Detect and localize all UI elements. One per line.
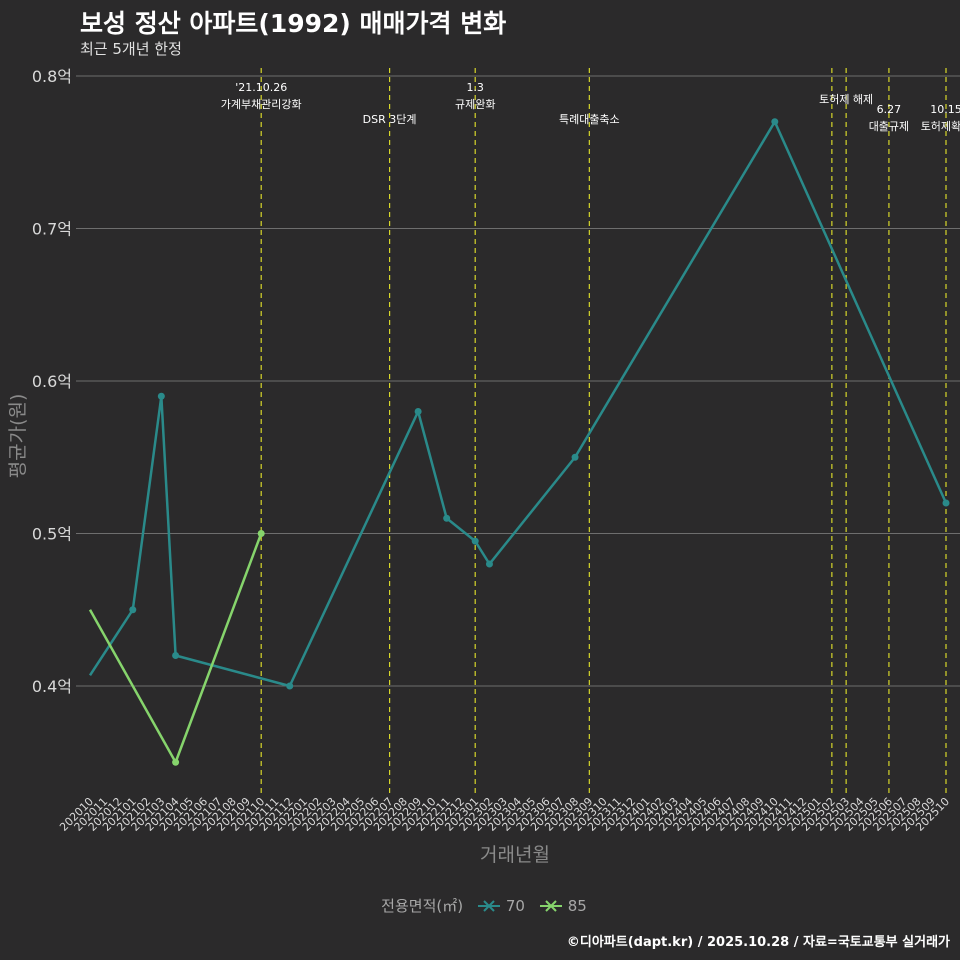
data-point-70 [771, 118, 779, 126]
source-caption: ©디아파트(dapt.kr) / 2025.10.28 / 자료=국토교통부 실… [566, 935, 950, 950]
data-point-70 [286, 682, 294, 690]
legend-item-85: 85 [538, 896, 587, 915]
data-point-70 [443, 514, 451, 522]
legend-swatch-85 [539, 900, 562, 912]
event-label: 1.3 [466, 81, 484, 94]
legend-swatch-70 [477, 900, 500, 912]
data-point-85 [257, 530, 265, 537]
data-point-70 [129, 606, 137, 614]
legend-title: 전용면적(㎡) [381, 897, 464, 915]
y-tick-label: 0.6억 [32, 372, 72, 391]
event-label: 특례대출축소 [559, 113, 620, 126]
data-point-70 [571, 453, 579, 461]
event-label: DSR 3단계 [363, 113, 417, 126]
event-label: 대출규제 [869, 120, 909, 133]
x-axis-title: 거래년월 [480, 844, 550, 866]
series-line-70 [88, 120, 948, 688]
chart-title: 보성 정산 아파트(1992) 매매가격 변화 [80, 9, 507, 38]
y-tick-label: 0.4억 [32, 677, 72, 696]
legend-label-70: 70 [505, 896, 525, 915]
y-tick-label: 0.8억 [32, 67, 72, 86]
event-label: 가계부채관리강화 [221, 98, 302, 111]
data-point-70 [485, 560, 493, 568]
legend-item-70: 70 [476, 896, 525, 915]
event-label: 6.27 [877, 103, 902, 116]
y-tick-label: 0.5억 [32, 525, 72, 544]
chart-subtitle: 최근 5개년 한정 [80, 40, 182, 58]
data-point-70 [471, 537, 479, 545]
event-label: '21.10.26 [235, 81, 287, 94]
data-point-70 [942, 499, 950, 507]
event-label: 규제완화 [455, 98, 495, 111]
data-point-70 [157, 392, 165, 400]
legend-label-85: 85 [567, 896, 587, 915]
y-axis-title: 평균가(원) [7, 394, 29, 479]
event-label: 토허제확대 [921, 120, 960, 133]
data-point-70 [172, 652, 180, 659]
y-tick-label: 0.7억 [32, 220, 72, 239]
data-point-70 [414, 408, 422, 415]
data-point-85 [172, 758, 180, 766]
event-label: 토허제 해제 [819, 92, 873, 106]
event-label: 10.15 [930, 103, 960, 116]
legend: 전용면적(㎡) 70 85 [0, 895, 960, 916]
